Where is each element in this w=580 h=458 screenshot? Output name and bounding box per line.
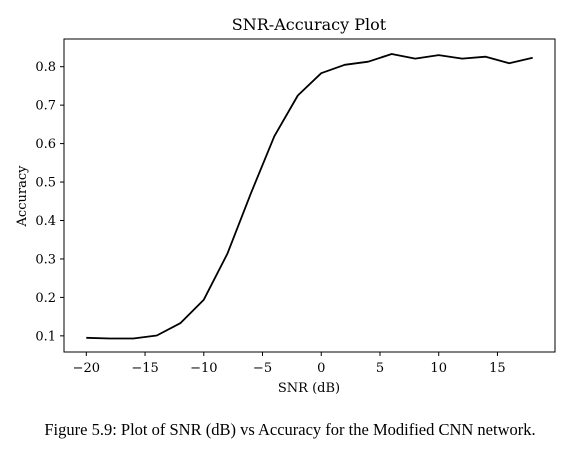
y-tick-label: 0.4 (35, 214, 56, 229)
y-axis-label: Accuracy (15, 165, 30, 228)
y-tick-label: 0.2 (35, 291, 56, 306)
x-tick-label: −10 (190, 361, 217, 376)
y-axis: 0.1 0.2 0.3 0.4 0.5 0.6 0.7 0.8 (35, 60, 64, 344)
x-tick-label: −5 (253, 361, 272, 376)
x-tick-label: 5 (376, 361, 384, 376)
y-tick-label: 0.8 (35, 60, 56, 75)
x-axis: −20 −15 −10 −5 0 5 10 15 (73, 352, 506, 376)
x-axis-label: SNR (dB) (278, 381, 340, 396)
y-tick-label: 0.1 (35, 329, 56, 344)
accuracy-series-line (86, 53, 533, 340)
x-tick-label: −20 (73, 361, 100, 376)
y-tick-label: 0.6 (35, 137, 56, 152)
x-tick-label: 15 (489, 361, 506, 376)
x-tick-label: −15 (131, 361, 158, 376)
chart-title: SNR-Accuracy Plot (232, 15, 387, 34)
snr-accuracy-chart: SNR-Accuracy Plot −20 −15 −10 −5 0 5 10 15 0.10… (15, 15, 556, 396)
y-tick-label: 0.7 (35, 99, 56, 114)
y-tick-label: 0.5 (35, 176, 56, 191)
y-tick-label: 0.3 (35, 252, 56, 267)
x-tick-label: 0 (317, 361, 325, 376)
figure-caption: Figure 5.9: Plot of SNR (dB) vs Accuracy… (44, 420, 536, 439)
plot-frame (63, 38, 556, 353)
x-tick-label: 10 (430, 361, 447, 376)
